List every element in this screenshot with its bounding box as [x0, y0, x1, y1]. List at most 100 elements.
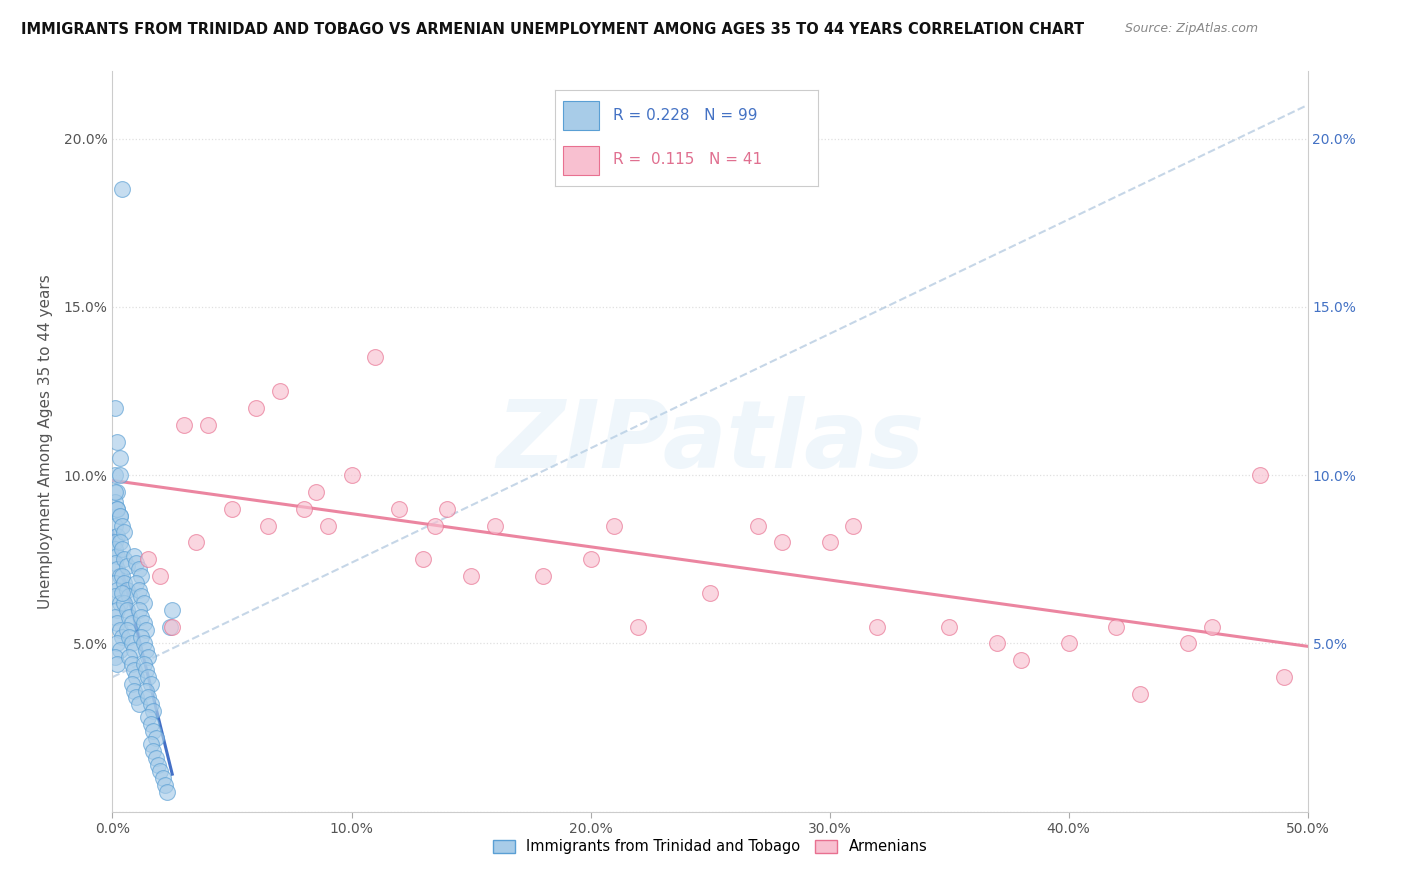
Point	[108, 643, 131, 657]
Point	[105, 636, 128, 650]
Point	[135, 623, 157, 637]
Point	[173, 417, 195, 432]
Point	[603, 518, 626, 533]
Point	[108, 596, 131, 610]
Point	[149, 764, 172, 779]
Point	[139, 677, 162, 691]
Point	[128, 562, 150, 576]
Point	[138, 649, 160, 664]
Point	[111, 630, 134, 644]
Point	[108, 508, 131, 523]
Text: Source: ZipAtlas.com: Source: ZipAtlas.com	[1125, 22, 1258, 36]
Point	[842, 518, 865, 533]
Point	[105, 434, 128, 449]
Point	[122, 643, 145, 657]
Point	[108, 468, 131, 483]
Point	[135, 683, 157, 698]
Point	[1177, 636, 1199, 650]
Text: ZIPatlas: ZIPatlas	[496, 395, 924, 488]
Point	[388, 501, 411, 516]
Point	[139, 738, 162, 752]
Point	[105, 501, 128, 516]
Point	[104, 575, 127, 590]
Point	[104, 556, 127, 570]
Point	[627, 619, 650, 633]
Point	[121, 636, 143, 650]
Point	[1105, 619, 1128, 633]
Point	[145, 751, 167, 765]
Point	[132, 616, 155, 631]
Legend: Immigrants from Trinidad and Tobago, Armenians: Immigrants from Trinidad and Tobago, Arm…	[486, 833, 934, 860]
Point	[111, 518, 134, 533]
Point	[138, 552, 160, 566]
Point	[257, 518, 280, 533]
Point	[108, 508, 131, 523]
Point	[159, 619, 181, 633]
Point	[105, 501, 128, 516]
Point	[115, 603, 138, 617]
Point	[139, 697, 162, 711]
Point	[986, 636, 1008, 650]
Point	[138, 710, 160, 724]
Point	[105, 603, 128, 617]
Point	[105, 485, 128, 500]
Point	[425, 518, 447, 533]
Point	[111, 542, 134, 557]
Point	[125, 575, 148, 590]
Point	[135, 643, 157, 657]
Point	[149, 569, 172, 583]
Point	[128, 603, 150, 617]
Point	[699, 586, 721, 600]
Point	[125, 690, 148, 705]
Point	[412, 552, 434, 566]
Point	[104, 495, 127, 509]
Point	[105, 582, 128, 597]
Point	[1010, 653, 1032, 667]
Point	[111, 182, 134, 196]
Point	[108, 451, 131, 466]
Y-axis label: Unemployment Among Ages 35 to 44 years: Unemployment Among Ages 35 to 44 years	[38, 274, 52, 609]
Point	[460, 569, 482, 583]
Point	[122, 683, 145, 698]
Point	[197, 417, 219, 432]
Point	[125, 556, 148, 570]
Point	[292, 501, 315, 516]
Point	[162, 603, 183, 617]
Point	[104, 609, 127, 624]
Point	[129, 569, 152, 583]
Point	[125, 670, 148, 684]
Point	[1057, 636, 1080, 650]
Point	[138, 670, 160, 684]
Point	[484, 518, 506, 533]
Point	[104, 535, 127, 549]
Point	[111, 569, 134, 583]
Point	[108, 623, 131, 637]
Point	[1272, 670, 1295, 684]
Point	[121, 657, 143, 671]
Point	[111, 586, 134, 600]
Point	[156, 784, 179, 798]
Point	[105, 549, 128, 563]
Point	[121, 616, 143, 631]
Point	[531, 569, 554, 583]
Point	[108, 535, 131, 549]
Point	[115, 582, 138, 597]
Point	[122, 664, 145, 678]
Point	[142, 723, 165, 738]
Point	[245, 401, 267, 415]
Point	[118, 609, 141, 624]
Point	[146, 757, 169, 772]
Point	[129, 630, 152, 644]
Point	[1201, 619, 1223, 633]
Text: IMMIGRANTS FROM TRINIDAD AND TOBAGO VS ARMENIAN UNEMPLOYMENT AMONG AGES 35 TO 44: IMMIGRANTS FROM TRINIDAD AND TOBAGO VS A…	[21, 22, 1084, 37]
Point	[118, 630, 141, 644]
Point	[104, 401, 127, 415]
Point	[142, 704, 165, 718]
Point	[866, 619, 889, 633]
Point	[938, 619, 960, 633]
Point	[115, 559, 138, 574]
Point	[818, 535, 841, 549]
Point	[316, 518, 339, 533]
Point	[770, 535, 793, 549]
Point	[135, 664, 157, 678]
